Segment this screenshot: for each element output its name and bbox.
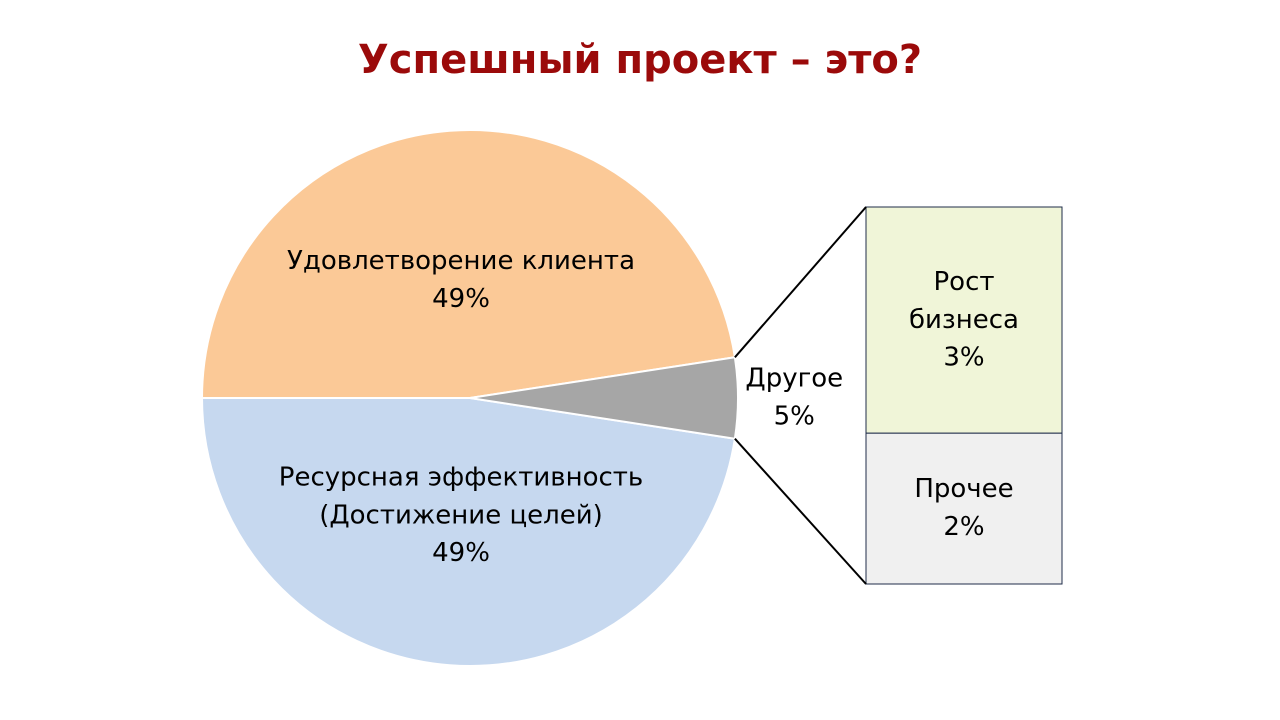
- slice-value-label: 49%: [432, 284, 490, 314]
- bar-value-label: 3%: [943, 343, 984, 373]
- chart-title: Успешный проект – это?: [358, 37, 922, 83]
- bar-value-label: 2%: [943, 512, 984, 542]
- slice-value-label: 5%: [774, 402, 815, 432]
- slice-value-label: 49%: [432, 538, 490, 568]
- slice-label: Удовлетворение клиента: [287, 246, 635, 276]
- connector-line: [734, 206, 867, 358]
- bar-label: Прочее: [914, 474, 1013, 504]
- pie-slice: [469, 356, 740, 440]
- bar-segment: [865, 432, 1063, 585]
- pie-slice: [200, 128, 737, 399]
- pie-slice: [200, 397, 737, 668]
- bar-label: Рост бизнеса: [909, 267, 1019, 335]
- slice-label: Другое: [745, 364, 843, 394]
- connector-line: [734, 438, 867, 585]
- bar-segment: [865, 206, 1063, 434]
- slice-label: Ресурсная эффективность (Достижение целей…: [279, 462, 643, 530]
